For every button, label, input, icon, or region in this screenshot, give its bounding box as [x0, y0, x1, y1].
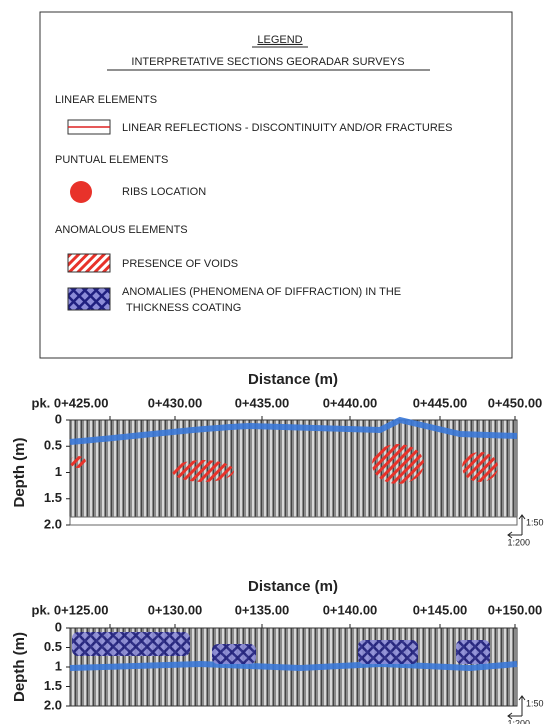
scale-arrow	[507, 514, 526, 539]
x-tick-label: 0+150.00	[488, 602, 543, 617]
radargram	[69, 419, 518, 526]
legend-title: LEGEND	[257, 34, 302, 46]
x-tick-label: 0+135.00	[235, 602, 290, 617]
legend-item: LINEAR REFLECTIONS - DISCONTINUITY AND/O…	[122, 122, 452, 134]
void	[372, 444, 424, 484]
scale-horizontal: 1:200	[507, 718, 530, 724]
anomaly	[72, 632, 190, 656]
y-title: Depth (m)	[11, 632, 28, 702]
void	[172, 460, 234, 482]
x-tick-label: 0+140.00	[323, 602, 378, 617]
group-heading: ANOMALOUS ELEMENTS	[55, 224, 188, 236]
legend-item: THICKNESS COATING	[126, 302, 241, 314]
void	[462, 452, 498, 482]
y-tick-label: 1.5	[44, 490, 62, 505]
y-tick-label: 0	[55, 619, 62, 634]
x-tick-label: pk. 0+125.00	[32, 602, 109, 617]
interface	[69, 660, 518, 672]
scale-strip	[69, 516, 518, 526]
scale-vertical: 1:50	[526, 698, 544, 708]
interface	[69, 416, 518, 445]
y-tick-label: 2.0	[44, 697, 62, 712]
legend-item: RIBS LOCATION	[122, 186, 206, 198]
anomaly	[358, 640, 418, 664]
scale-horizontal: 1:200	[507, 537, 530, 547]
y-tick-label: 0.5	[44, 639, 62, 654]
x-tick-label: 0+430.00	[148, 395, 203, 410]
x-tick-label: 0+435.00	[235, 395, 290, 410]
y-tick-label: 2.0	[44, 516, 62, 531]
group-heading: LINEAR ELEMENTS	[55, 94, 157, 106]
scale-arrow	[507, 695, 526, 720]
y-tick-label: 0	[55, 411, 62, 426]
symbol-dot	[70, 181, 92, 203]
x-tick-label: 0+440.00	[323, 395, 378, 410]
legend-item: PRESENCE OF VOIDS	[122, 258, 238, 270]
y-tick-label: 1.5	[44, 678, 62, 693]
group-heading: PUNTUAL ELEMENTS	[55, 154, 168, 166]
y-title: Depth (m)	[11, 438, 28, 508]
x-tick-label: pk. 0+425.00	[32, 395, 109, 410]
symbol-voids	[67, 253, 111, 273]
anomaly	[456, 640, 490, 664]
x-title: Distance (m)	[248, 578, 338, 595]
anomaly	[212, 644, 256, 664]
symbol-anomaly	[67, 287, 111, 311]
x-tick-label: 0+450.00	[488, 395, 543, 410]
x-tick-label: 0+130.00	[148, 602, 203, 617]
y-tick-label: 1	[55, 464, 62, 479]
legend-item: ANOMALIES (PHENOMENA OF DIFFRACTION) IN …	[122, 286, 401, 298]
y-tick-label: 0.5	[44, 438, 62, 453]
y-tick-label: 1	[55, 658, 62, 673]
scale-vertical: 1:50	[526, 517, 544, 527]
void	[70, 456, 86, 468]
x-title: Distance (m)	[248, 371, 338, 388]
x-tick-label: 0+145.00	[413, 602, 468, 617]
legend-subtitle: INTERPRETATIVE SECTIONS GEORADAR SURVEYS	[131, 56, 404, 68]
x-tick-label: 0+445.00	[413, 395, 468, 410]
